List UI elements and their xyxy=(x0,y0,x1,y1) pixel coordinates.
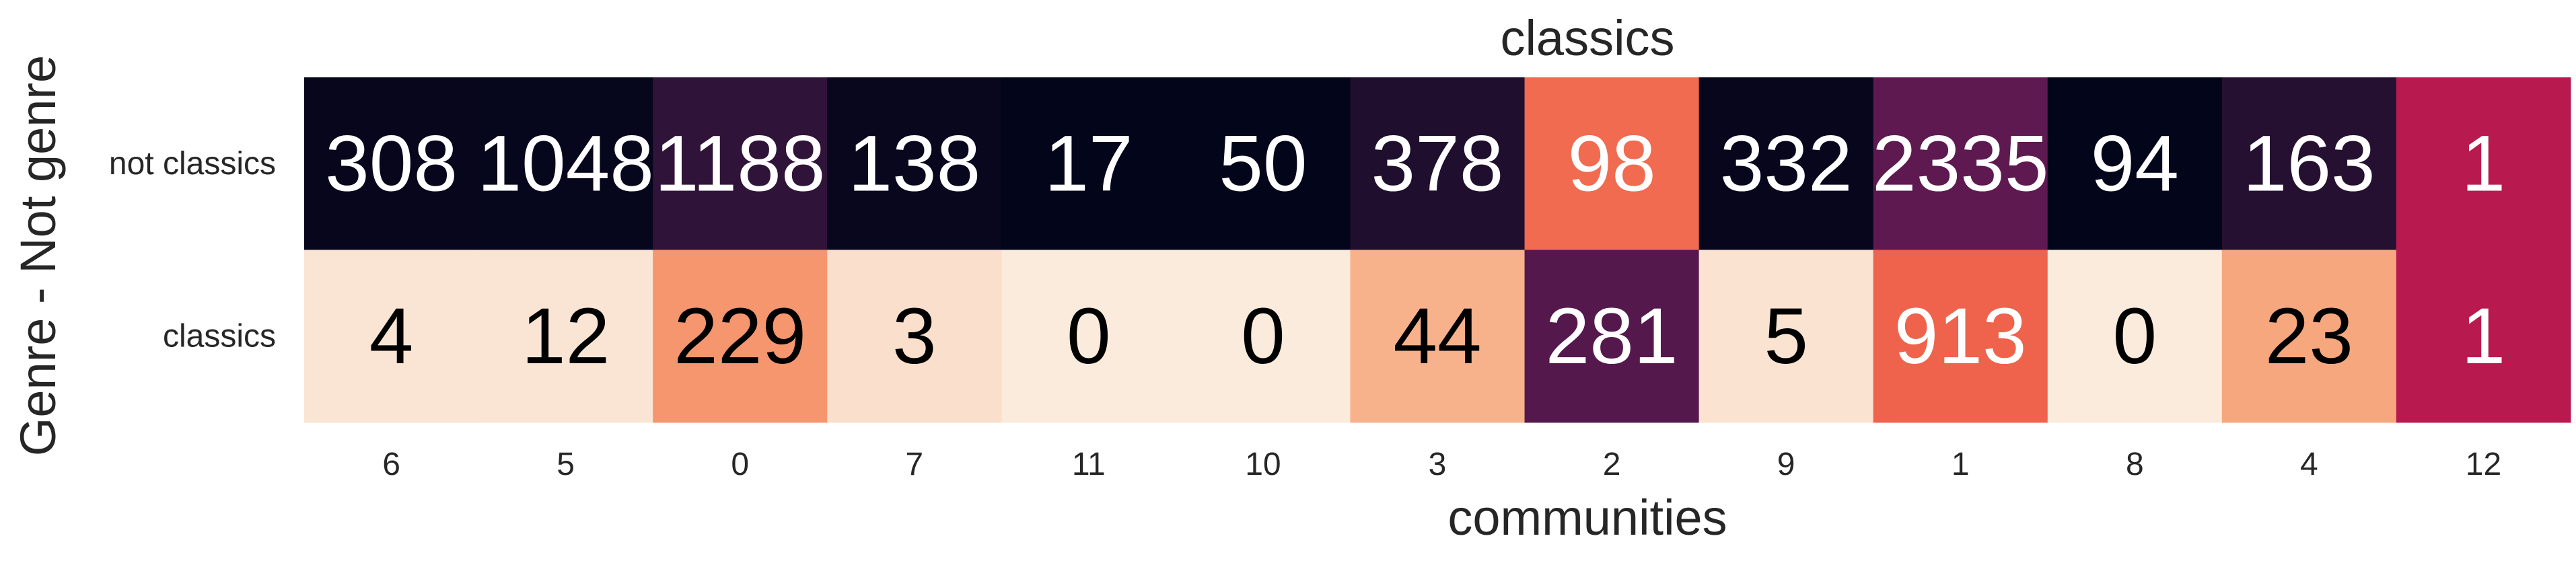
heatmap-cell-value-r0-c8: 332 xyxy=(1720,119,1853,208)
heatmap-cell-value-r1-c9: 913 xyxy=(1894,292,2027,381)
heatmap-cell-r1-c7 xyxy=(1524,250,1700,423)
heatmap-cell-r0-c8 xyxy=(1698,77,1874,250)
heatmap-cell-r1-c3 xyxy=(827,250,1002,423)
x-tick-label-9: 9 xyxy=(1777,447,1795,482)
x-tick-label-7: 7 xyxy=(905,447,923,482)
heatmap-cell-r0-c10 xyxy=(2047,77,2223,250)
heatmap-cell-r1-c4 xyxy=(1001,250,1176,423)
heatmap-cells: 3084104812118822913831705003784498281332… xyxy=(304,77,2571,423)
heatmap-cell-r1-c12 xyxy=(2396,250,2571,423)
heatmap-cell-r1-c1 xyxy=(478,250,653,423)
heatmap-cell-r0-c2 xyxy=(653,77,828,250)
heatmap-cell-r0-c1 xyxy=(478,77,653,250)
heatmap-cell-r0-c12 xyxy=(2396,77,2571,250)
heatmap-cell-value-r1-c6: 44 xyxy=(1393,292,1481,381)
heatmap-cell-value-r0-c9: 2335 xyxy=(1872,119,2049,208)
heatmap-cell-value-r0-c2: 1188 xyxy=(655,119,826,208)
heatmap-cell-r0-c3 xyxy=(827,77,1002,250)
heatmap-cell-r1-c11 xyxy=(2221,250,2397,423)
heatmap-cell-r0-c4 xyxy=(1001,77,1176,250)
heatmap-cell-r0-c9 xyxy=(1873,77,2048,250)
heatmap-cell-value-r0-c0: 308 xyxy=(325,119,458,208)
heatmap-cell-value-r1-c10: 0 xyxy=(2112,292,2157,381)
heatmap-cell-r1-c5 xyxy=(1176,250,1351,423)
heatmap-cell-r0-c6 xyxy=(1350,77,1526,250)
heatmap-cell-value-r0-c11: 163 xyxy=(2243,119,2375,208)
heatmap-cell-value-r1-c4: 0 xyxy=(1067,292,1111,381)
x-tick-label-2: 2 xyxy=(1603,447,1621,482)
chart-title: classics xyxy=(1500,10,1674,66)
heatmap-cell-r1-c2 xyxy=(653,250,828,423)
heatmap-cell-value-r0-c1: 1048 xyxy=(477,119,654,208)
x-tick-label-1: 1 xyxy=(1952,447,1970,482)
heatmap-cell-r1-c0 xyxy=(304,250,479,423)
heatmap-cell-value-r1-c2: 229 xyxy=(674,292,806,381)
heatmap-cell-value-r0-c6: 378 xyxy=(1371,119,1504,208)
y-tick-labels: not classics classics xyxy=(109,146,276,354)
heatmap-cell-value-r0-c10: 94 xyxy=(2091,119,2179,208)
heatmap-cell-r0-c7 xyxy=(1524,77,1700,250)
heatmap-cell-value-r1-c1: 12 xyxy=(522,292,610,381)
heatmap-cell-value-r1-c8: 5 xyxy=(1764,292,1808,381)
heatmap-cell-value-r0-c7: 98 xyxy=(1567,119,1655,208)
x-tick-label-8: 8 xyxy=(2126,447,2144,482)
x-tick-label-5: 5 xyxy=(557,447,575,482)
x-tick-labels: 6 5 0 7 11 10 3 2 9 1 8 4 12 xyxy=(382,447,2501,482)
x-tick-label-10: 10 xyxy=(1245,447,1281,482)
x-tick-label-6: 6 xyxy=(382,447,400,482)
heatmap-cell-r0-c5 xyxy=(1176,77,1351,250)
x-tick-label-3: 3 xyxy=(1429,447,1447,482)
heatmap-cell-value-r1-c11: 23 xyxy=(2265,292,2353,381)
y-tick-label-not-classics: not classics xyxy=(109,146,276,182)
heatmap-cell-value-r1-c12: 1 xyxy=(2462,292,2506,381)
heatmap-cell-r1-c10 xyxy=(2047,250,2223,423)
heatmap-cell-value-r1-c3: 3 xyxy=(892,292,937,381)
heatmap-cell-value-r0-c3: 138 xyxy=(848,119,980,208)
x-tick-label-4: 4 xyxy=(2300,447,2318,482)
heatmap-cell-value-r1-c5: 0 xyxy=(1241,292,1285,381)
y-tick-label-classics: classics xyxy=(163,318,276,354)
heatmap-cell-r1-c9 xyxy=(1873,250,2048,423)
heatmap-cell-value-r1-c0: 4 xyxy=(369,292,414,381)
heatmap-cell-value-r0-c4: 17 xyxy=(1044,119,1133,208)
heatmap-cell-r0-c11 xyxy=(2221,77,2397,250)
x-tick-label-12: 12 xyxy=(2466,447,2501,482)
heatmap-cell-r1-c8 xyxy=(1698,250,1874,423)
heatmap-cell-value-r1-c7: 281 xyxy=(1546,292,1678,381)
y-axis-label: Genre - Not genre xyxy=(10,55,66,456)
heatmap-cell-value-r0-c5: 50 xyxy=(1219,119,1307,208)
x-axis-label: communities xyxy=(1447,490,1727,545)
heatmap-cell-r0-c0 xyxy=(304,77,479,250)
x-tick-label-11: 11 xyxy=(1072,447,1106,482)
heatmap-cell-r1-c6 xyxy=(1350,250,1526,423)
heatmap-cell-value-r0-c12: 1 xyxy=(2462,119,2506,208)
x-tick-label-0: 0 xyxy=(731,447,749,482)
